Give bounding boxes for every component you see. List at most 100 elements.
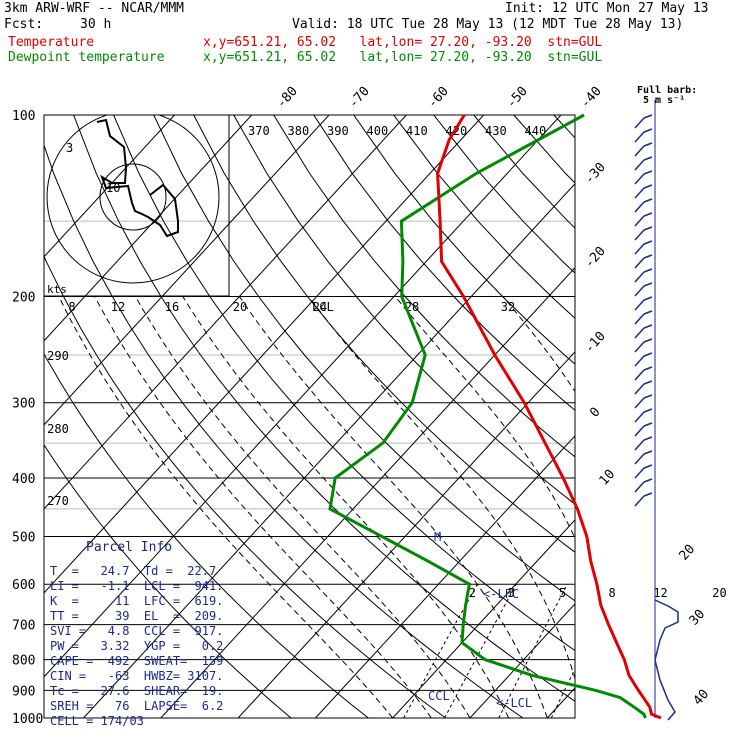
m-marker: M — [434, 530, 441, 544]
theta-label: 380 — [288, 124, 310, 138]
moist-adiabat-line — [394, 296, 575, 540]
isotherm-line — [44, 115, 485, 594]
mixing-ratio-label: 5 — [559, 586, 566, 600]
moist-adiabat-line — [134, 296, 471, 718]
lfc-label: <-LFC — [483, 587, 519, 601]
mixing-ratio-label: 2 — [469, 586, 476, 600]
isotherm-label: -80 — [274, 84, 301, 111]
wind-barb — [634, 383, 645, 395]
wind-barb-flag — [643, 310, 653, 315]
mixing-ratio-line — [599, 584, 662, 718]
wind-barb — [634, 173, 645, 185]
wind-barb — [634, 131, 645, 143]
isotherm-line — [237, 351, 575, 718]
wind-barb-flag — [643, 268, 653, 273]
mixing-ratio-label: 3 — [508, 586, 515, 600]
dry-adiabat-line — [44, 255, 446, 718]
mixing-ratio-label: 12 — [653, 586, 667, 600]
hodograph: 3 10 kts — [43, 114, 230, 297]
barb-legend-line1: Full barb: — [637, 85, 697, 96]
wind-barb — [634, 271, 645, 283]
wind-barb-flag — [643, 142, 653, 147]
hodograph-marker-10: 10 — [106, 181, 120, 195]
theta-label: 430 — [485, 124, 507, 138]
isotherm-label: 20 — [677, 542, 699, 564]
wind-barb-flag — [643, 114, 653, 119]
dry-adiabat-line — [44, 143, 524, 718]
wind-barb-flag — [643, 422, 653, 427]
moist-adiabat-line — [182, 296, 510, 718]
wind-barb — [634, 257, 645, 269]
dry-adiabat-line — [393, 115, 575, 320]
dry-adiabat-line — [513, 115, 575, 184]
wind-barb-flag — [643, 198, 653, 203]
pressure-label: 600 — [12, 578, 35, 593]
wind-barb-flag — [643, 464, 653, 469]
wind-barb-flag — [643, 478, 653, 483]
isotherm-label: -60 — [425, 84, 452, 111]
dry-adiabat-line — [44, 352, 369, 718]
hodograph-speed-label: 32 — [501, 300, 515, 314]
isotherm-label: -20 — [582, 244, 609, 271]
hodograph-speed-label: 8 — [68, 300, 75, 314]
wind-barb — [634, 229, 645, 241]
parcel-info-row: CIN = -63 HWBZ= 3107. — [50, 669, 224, 683]
temperature-legend-label: Temperature — [8, 35, 95, 50]
theta-label: 410 — [406, 124, 428, 138]
moist-adiabat-line — [308, 296, 575, 680]
theta-e-label: 270 — [47, 494, 69, 508]
moist-adiabat-line — [238, 296, 548, 718]
isotherm-line — [44, 115, 175, 258]
hodograph-kts-label: kts — [47, 283, 67, 296]
isotherm-line — [160, 267, 575, 718]
wind-barb-flag — [643, 254, 653, 259]
isotherm-line — [44, 115, 253, 342]
dewpoint-location-info: x,y=651.21, 65.02 lat,lon= 27.20, -93.20… — [203, 50, 603, 65]
wind-barb-flag — [643, 394, 653, 399]
hodograph-speed-label: 20 — [233, 300, 247, 314]
isotherm-line — [44, 115, 562, 678]
wind-barb-flag — [643, 366, 653, 371]
isotherm-line — [83, 183, 575, 718]
mixing-ratio-label: 20 — [712, 586, 726, 600]
parcel-info-row: T = 24.7 Td = 22.7 — [50, 564, 217, 578]
wind-barb — [634, 201, 645, 213]
theta-e-label: 280 — [47, 422, 69, 436]
wind-barb-flag — [643, 324, 653, 329]
mixing-ratio-label: 8 — [609, 586, 616, 600]
wind-barb — [634, 411, 645, 423]
dry-adiabat-line — [313, 115, 575, 411]
dry-adiabat-line — [193, 115, 575, 553]
wind-barb — [634, 369, 645, 381]
dry-adiabat-line — [674, 115, 740, 718]
wind-barb — [634, 341, 645, 353]
hodograph-speed-label: 24 — [313, 300, 327, 314]
isotherm-label: 0 — [587, 405, 603, 421]
isotherm-line — [392, 519, 575, 718]
parcel-info-row: LI = -1.1 LCL = 941. — [50, 579, 224, 593]
pressure-label: 1000 — [12, 712, 43, 727]
isotherm-line — [469, 603, 575, 718]
wind-barb — [634, 453, 645, 465]
dry-adiabat-line — [353, 115, 575, 365]
valid-time: Valid: 18 UTC Tue 28 May 13 (12 MDT Tue … — [292, 17, 684, 32]
wind-barbs — [634, 114, 679, 721]
hodograph-frame — [43, 114, 230, 297]
wind-barb-lower — [654, 599, 679, 721]
isotherm-line — [44, 115, 330, 426]
wind-barb-flag — [643, 212, 653, 217]
wind-barb-flag — [643, 226, 653, 231]
hodograph-ring-inner — [99, 163, 167, 231]
wind-barb-flag — [643, 380, 653, 385]
wind-barb — [634, 327, 645, 339]
mixing-ratio-lines — [403, 583, 662, 718]
theta-label: 440 — [525, 124, 547, 138]
wind-barb-flag — [643, 352, 653, 357]
isotherm-label: 30 — [687, 607, 709, 629]
wind-barb — [634, 159, 645, 171]
mixing-ratio-line — [444, 583, 517, 718]
isotherm-label: -30 — [582, 160, 609, 187]
mixing-ratio-line — [498, 583, 568, 718]
isotherm-line — [625, 115, 740, 718]
mixing-ratio-line — [403, 583, 478, 718]
